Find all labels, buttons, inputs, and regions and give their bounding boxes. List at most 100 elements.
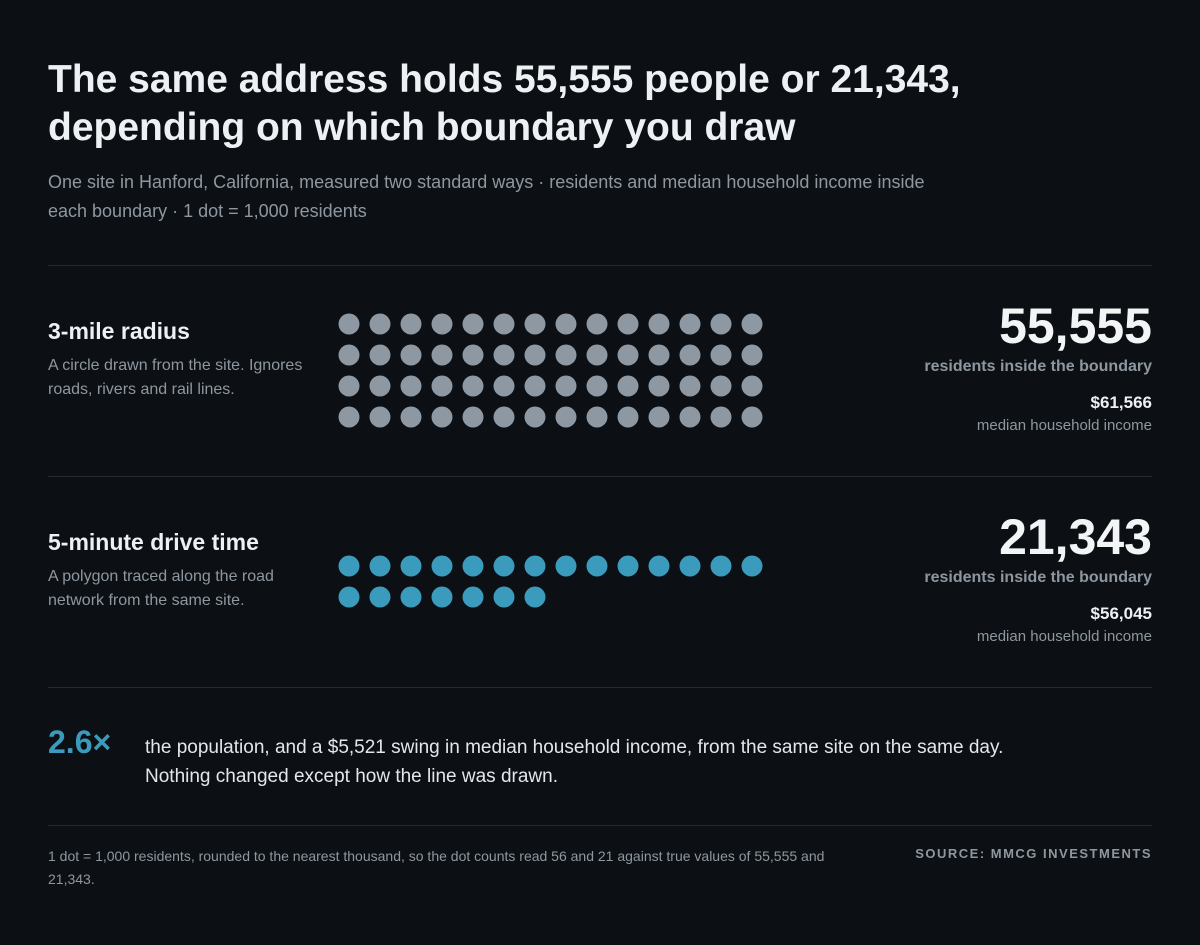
page-title: The same address holds 55,555 people or … xyxy=(48,58,961,149)
dot-radius xyxy=(741,375,763,397)
dot-radius xyxy=(648,344,670,366)
row-title-drive: 5-minute drive time xyxy=(48,529,259,555)
dot-drive xyxy=(338,586,360,608)
divider xyxy=(48,687,1152,688)
dot-radius xyxy=(648,406,670,428)
dot-drive xyxy=(431,555,453,577)
dot-radius xyxy=(493,406,515,428)
dot-radius xyxy=(555,344,577,366)
dot-drive xyxy=(369,586,391,608)
dot-drive xyxy=(493,586,515,608)
dot-radius xyxy=(338,344,360,366)
dot-radius xyxy=(369,313,391,335)
dot-drive xyxy=(586,555,608,577)
dot-radius xyxy=(710,375,732,397)
dot-drive xyxy=(555,555,577,577)
dot-radius xyxy=(741,406,763,428)
dot-grid-drive xyxy=(338,555,768,615)
dot-radius xyxy=(338,313,360,335)
dot-radius xyxy=(369,344,391,366)
dot-radius xyxy=(369,406,391,428)
dot-radius xyxy=(617,313,639,335)
stat-radius: 55,555 residents inside the boundary $61… xyxy=(812,298,1152,436)
dot-drive xyxy=(524,586,546,608)
dot-radius xyxy=(555,375,577,397)
dot-radius xyxy=(710,344,732,366)
divider xyxy=(48,265,1152,266)
dot-radius xyxy=(679,406,701,428)
dot-radius xyxy=(431,406,453,428)
divider xyxy=(48,825,1152,826)
dot-radius xyxy=(617,406,639,428)
dot-drive xyxy=(431,586,453,608)
dot-radius xyxy=(524,344,546,366)
income-value-drive: $56,045 xyxy=(1090,604,1152,623)
dot-drive xyxy=(679,555,701,577)
dot-drive xyxy=(400,555,422,577)
dot-drive xyxy=(462,555,484,577)
page-subtitle: One site in Hanford, California, measure… xyxy=(48,172,925,221)
dot-drive xyxy=(400,586,422,608)
dot-radius xyxy=(431,344,453,366)
dot-radius xyxy=(493,375,515,397)
residents-label-drive: residents inside the boundary xyxy=(924,569,1152,586)
dot-radius xyxy=(617,375,639,397)
row-label-drive: 5-minute drive time A polygon traced alo… xyxy=(48,527,308,613)
dot-drive xyxy=(524,555,546,577)
takeaway-text: the population, and a $5,521 swing in me… xyxy=(145,737,1004,787)
dot-radius xyxy=(648,313,670,335)
dot-radius xyxy=(400,344,422,366)
dot-radius xyxy=(586,344,608,366)
dot-drive xyxy=(462,586,484,608)
row-label-radius: 3-mile radius A circle drawn from the si… xyxy=(48,316,308,402)
dot-drive xyxy=(617,555,639,577)
dot-radius xyxy=(493,313,515,335)
dot-radius xyxy=(400,406,422,428)
dot-radius xyxy=(710,406,732,428)
dot-radius xyxy=(679,313,701,335)
dot-radius xyxy=(431,375,453,397)
residents-value-radius: 55,555 xyxy=(999,298,1152,354)
dot-drive xyxy=(493,555,515,577)
income-value-radius: $61,566 xyxy=(1090,393,1152,412)
dot-drive xyxy=(338,555,360,577)
dot-radius xyxy=(462,375,484,397)
dot-radius xyxy=(462,406,484,428)
dot-radius xyxy=(400,375,422,397)
dot-radius xyxy=(462,344,484,366)
income-label-drive: median household income xyxy=(976,628,1152,645)
dot-radius xyxy=(741,344,763,366)
multiplier-figure: 2.6× xyxy=(48,724,112,760)
dot-grid-radius-svg xyxy=(338,313,763,428)
dot-radius xyxy=(524,375,546,397)
dot-radius xyxy=(679,344,701,366)
income-label-radius: median household income xyxy=(976,417,1152,434)
dot-radius xyxy=(400,313,422,335)
dot-radius xyxy=(338,375,360,397)
dot-radius xyxy=(710,313,732,335)
dot-radius xyxy=(555,313,577,335)
footnote: 1 dot = 1,000 residents, rounded to the … xyxy=(48,848,825,887)
dot-radius xyxy=(369,375,391,397)
row-title-radius: 3-mile radius xyxy=(48,318,190,344)
row-description-radius: A circle drawn from the site. Ignores ro… xyxy=(48,357,303,398)
row-description-drive: A polygon traced along the road network … xyxy=(48,568,274,609)
divider xyxy=(48,476,1152,477)
dot-grid-radius xyxy=(338,313,768,433)
dot-drive xyxy=(648,555,670,577)
dot-radius xyxy=(462,313,484,335)
dot-drive xyxy=(369,555,391,577)
dot-radius xyxy=(493,344,515,366)
dot-radius xyxy=(648,375,670,397)
dot-drive xyxy=(741,555,763,577)
stat-drive: 21,343 residents inside the boundary $56… xyxy=(812,509,1152,647)
residents-label-radius: residents inside the boundary xyxy=(924,358,1152,375)
residents-value-drive: 21,343 xyxy=(999,509,1152,565)
dot-radius xyxy=(617,344,639,366)
dot-radius xyxy=(524,313,546,335)
dot-radius xyxy=(338,406,360,428)
dot-radius xyxy=(555,406,577,428)
dot-radius xyxy=(679,375,701,397)
source-credit: SOURCE: MMCG INVESTMENTS xyxy=(915,846,1152,861)
